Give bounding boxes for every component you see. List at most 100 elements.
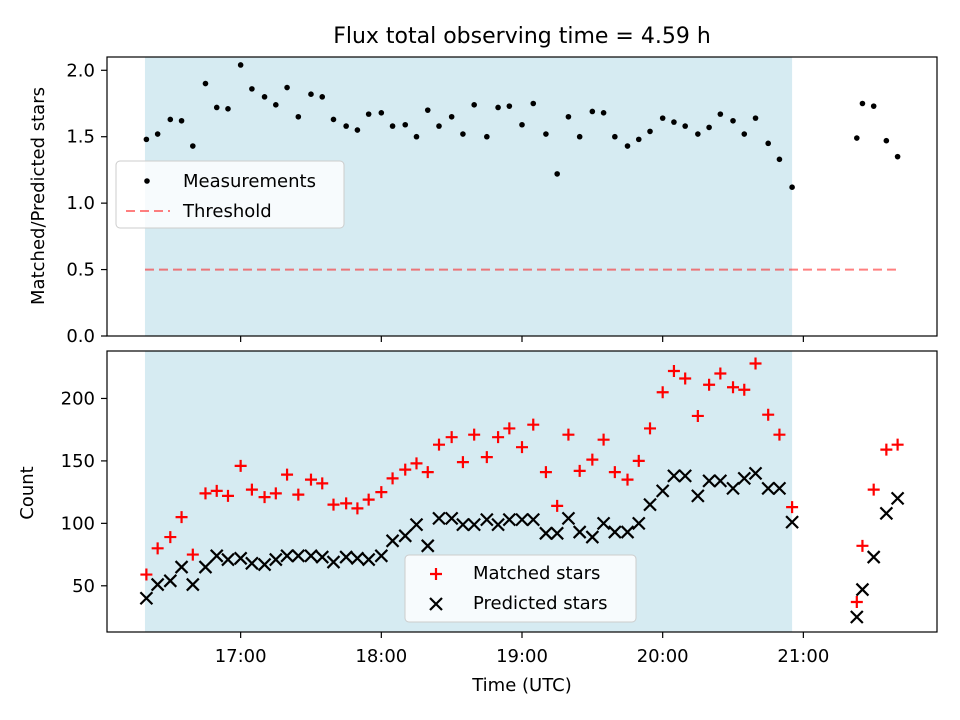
measurement-point — [530, 100, 537, 107]
legend-measurement-marker — [144, 178, 150, 184]
measurement-point — [659, 115, 666, 121]
bottom-y-tick-label: 100 — [61, 513, 95, 534]
bottom-x-ticks: 17:00 18:00 19:00 20:00 21:00 — [215, 632, 829, 667]
predicted-star-point — [850, 610, 864, 624]
matched-star-point — [480, 451, 493, 464]
predicted-star-point — [585, 530, 600, 544]
matched-star-point — [703, 378, 716, 391]
predicted-star-point — [291, 549, 306, 563]
top-y-tick-label: 2.0 — [66, 60, 95, 81]
measurement-point — [859, 100, 866, 107]
matched-star-point — [679, 372, 692, 385]
legend-predicted-label: Predicted stars — [473, 593, 607, 614]
predicted-star-point — [350, 551, 365, 566]
measurement-point — [389, 123, 396, 129]
predicted-star-point — [385, 534, 400, 548]
predicted-star-point — [398, 529, 413, 543]
measurement-point — [706, 124, 712, 131]
measurement-point — [190, 143, 196, 149]
matched-star-point — [516, 441, 528, 454]
predicted-star-point — [444, 511, 459, 526]
matched-star-point — [551, 499, 564, 512]
measurement-point — [682, 123, 688, 129]
predicted-star-point — [480, 512, 494, 527]
matched-star-point — [362, 493, 375, 506]
predicted-star-point — [150, 577, 165, 592]
predicted-star-point — [631, 516, 646, 531]
top-legend-box — [115, 160, 345, 229]
matched-star-point — [880, 443, 893, 456]
matched-star-point — [445, 431, 458, 444]
predicted-star-point — [608, 525, 622, 539]
predicted-star-point — [467, 517, 481, 532]
matched-star-point — [850, 596, 863, 609]
matched-star-point — [186, 548, 199, 561]
predicted-star-point — [163, 574, 178, 588]
matched-star-point — [656, 386, 669, 399]
top-x-ticks — [240, 336, 804, 342]
matched-star-point — [245, 483, 258, 496]
measurement-point — [295, 113, 302, 120]
measurement-point — [436, 123, 442, 129]
top-y-tick-label: 1.5 — [66, 127, 95, 148]
predicted-star-point — [702, 474, 716, 488]
predicted-star-point — [326, 555, 341, 569]
predicted-star-point — [713, 474, 728, 488]
measurement-point — [765, 140, 771, 147]
predicted-star-point — [491, 517, 505, 532]
predicted-star-point — [726, 481, 740, 496]
top-legend: Measurements Threshold — [115, 160, 345, 229]
matched-star-point — [386, 472, 399, 485]
measurement-point — [308, 91, 314, 97]
predicted-star-point — [879, 506, 894, 521]
predicted-star-point — [361, 552, 376, 567]
predicted-star-point — [785, 515, 799, 529]
measurement-point — [202, 80, 209, 87]
x-tick-label: 19:00 — [496, 646, 548, 667]
measurement-point — [413, 133, 420, 140]
predicted-star-point — [655, 484, 670, 498]
measurement-point — [424, 107, 431, 113]
predicted-star-point — [691, 489, 705, 503]
measurement-point — [237, 62, 244, 68]
measurement-point — [154, 131, 161, 137]
measurement-point — [789, 184, 795, 190]
predicted-star-point — [772, 481, 787, 496]
matched-star-point — [210, 484, 223, 497]
predicted-star-point — [667, 469, 681, 483]
predicted-star-point — [174, 560, 189, 574]
measurement-point — [143, 136, 150, 143]
matched-star-point — [562, 428, 575, 441]
measurement-point — [730, 117, 736, 124]
predicted-star-point — [855, 582, 870, 597]
measurement-point — [495, 104, 501, 111]
matched-star-point — [573, 464, 586, 477]
measurement-point — [261, 94, 268, 100]
predicted-star-point — [269, 552, 283, 567]
bottom-y-ticks: 50 100 150 200 — [61, 388, 107, 597]
legend-predicted-marker — [429, 597, 443, 611]
predicted-star-point — [502, 512, 517, 527]
matched-star-point — [608, 466, 621, 479]
bottom-legend: Matched stars Predicted stars — [404, 554, 637, 623]
measurement-point — [624, 143, 631, 149]
predicted-star-point — [280, 549, 294, 563]
matched-star-point — [456, 456, 469, 469]
x-tick-label: 21:00 — [777, 646, 829, 667]
legend-matched-label: Matched stars — [473, 563, 600, 584]
measurement-point — [319, 94, 326, 100]
measurement-point — [178, 117, 185, 124]
predicted-star-point — [596, 516, 611, 531]
measurement-point — [752, 115, 759, 121]
measurement-point — [378, 110, 385, 116]
matched-star-point — [891, 438, 904, 451]
matched-star-point — [691, 409, 704, 422]
measurement-point — [600, 110, 607, 116]
measurement-point — [647, 128, 653, 135]
matched-star-point — [375, 486, 388, 499]
matched-star-point — [258, 491, 271, 504]
matched-star-point — [140, 568, 153, 581]
measurement-point — [471, 102, 477, 108]
measurement-point — [365, 111, 372, 117]
